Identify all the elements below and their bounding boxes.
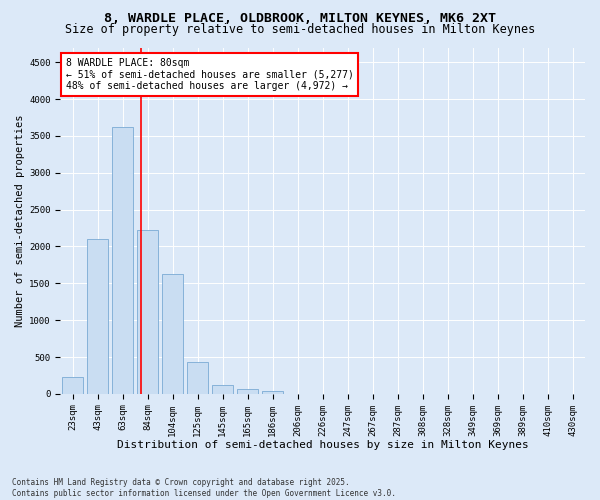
X-axis label: Distribution of semi-detached houses by size in Milton Keynes: Distribution of semi-detached houses by …	[117, 440, 529, 450]
Bar	[162, 274, 184, 394]
Bar	[262, 391, 283, 394]
Text: Size of property relative to semi-detached houses in Milton Keynes: Size of property relative to semi-detach…	[65, 22, 535, 36]
Bar	[137, 230, 158, 394]
Bar	[87, 239, 109, 394]
Y-axis label: Number of semi-detached properties: Number of semi-detached properties	[15, 114, 25, 327]
Text: Contains HM Land Registry data © Crown copyright and database right 2025.
Contai: Contains HM Land Registry data © Crown c…	[12, 478, 396, 498]
Bar	[62, 377, 83, 394]
Bar	[187, 362, 208, 394]
Bar	[212, 386, 233, 394]
Text: 8, WARDLE PLACE, OLDBROOK, MILTON KEYNES, MK6 2XT: 8, WARDLE PLACE, OLDBROOK, MILTON KEYNES…	[104, 12, 496, 26]
Text: 8 WARDLE PLACE: 80sqm
← 51% of semi-detached houses are smaller (5,277)
48% of s: 8 WARDLE PLACE: 80sqm ← 51% of semi-deta…	[65, 58, 353, 91]
Bar	[237, 388, 259, 394]
Bar	[112, 127, 133, 394]
